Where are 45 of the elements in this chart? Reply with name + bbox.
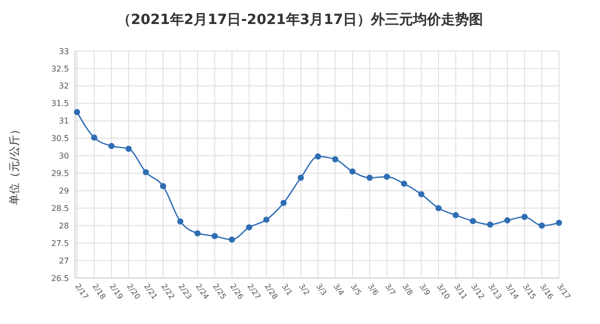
y-tick-label: 27.5 — [51, 238, 69, 248]
y-tick-label: 26.5 — [51, 274, 69, 283]
y-tick-label: 30 — [58, 152, 69, 161]
y-tick-label: 32 — [58, 82, 69, 91]
point — [160, 183, 166, 190]
point — [366, 174, 373, 181]
point — [142, 169, 149, 176]
point — [435, 205, 442, 212]
y-tick-label: 28 — [58, 221, 69, 230]
y-axis-title: 单位（元/公斤） — [8, 124, 21, 205]
point — [556, 220, 562, 226]
point — [177, 218, 184, 225]
point — [212, 233, 218, 240]
point — [400, 180, 408, 187]
point — [74, 109, 80, 116]
point — [332, 156, 338, 162]
y-tick-label: 30.5 — [51, 134, 69, 144]
y-tick-label: 29.5 — [51, 169, 69, 178]
point — [470, 218, 476, 224]
y-tick-label: 27 — [58, 256, 69, 266]
point — [521, 214, 528, 220]
point — [228, 236, 236, 243]
chart-title: （2021年2月17日-2021年3月17日）外三元均价走势图 — [116, 12, 484, 28]
point — [246, 224, 252, 230]
y-tick-label: 33 — [58, 46, 69, 56]
y-tick-label: 28.5 — [51, 204, 69, 213]
point — [538, 222, 545, 229]
y-tick-label: 29 — [58, 186, 69, 196]
point — [126, 146, 132, 152]
y-tick-label: 31 — [58, 116, 69, 126]
point — [487, 221, 494, 228]
point — [91, 134, 98, 141]
point — [418, 191, 424, 198]
point — [384, 174, 390, 180]
point — [314, 153, 322, 160]
point — [263, 216, 270, 223]
y-tick-label: 31.5 — [51, 99, 69, 108]
point — [298, 174, 304, 181]
point — [108, 142, 115, 150]
point — [452, 212, 459, 218]
point — [194, 230, 201, 236]
y-tick-label: 32.5 — [51, 64, 69, 74]
point — [280, 200, 287, 206]
point — [504, 217, 510, 224]
point — [349, 168, 356, 175]
